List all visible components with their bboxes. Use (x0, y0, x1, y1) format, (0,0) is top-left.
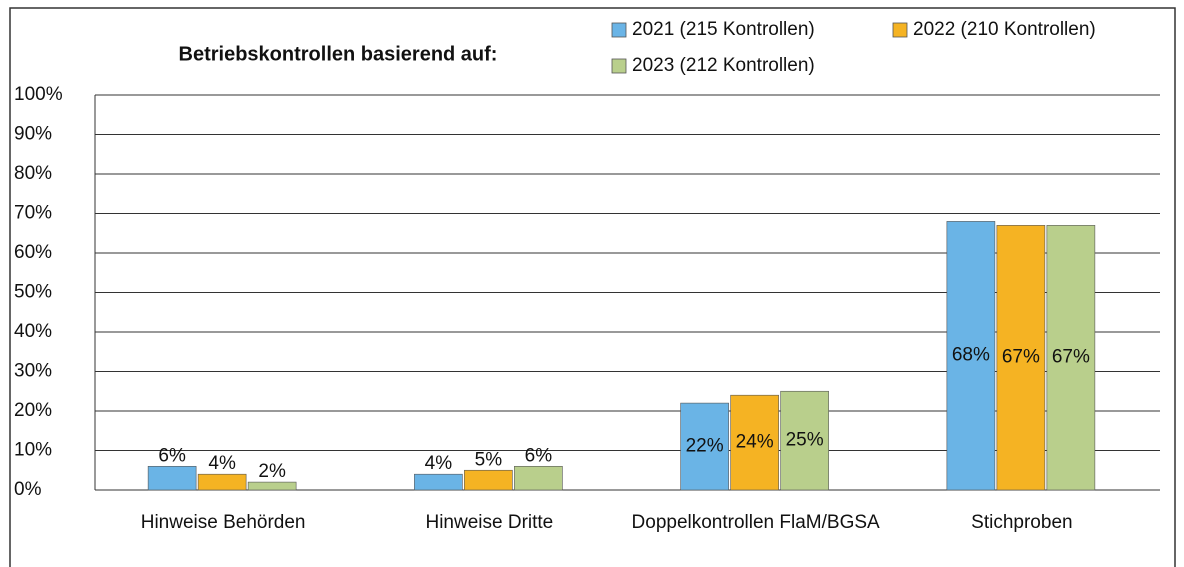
legend-label: 2022 (210 Kontrollen) (913, 19, 1096, 40)
data-label: 4% (425, 453, 453, 474)
data-label: 67% (1052, 347, 1090, 368)
y-tick-label: 20% (14, 400, 52, 421)
y-tick-label: 60% (14, 242, 52, 263)
y-tick-label: 70% (14, 203, 52, 224)
legend-swatch (611, 58, 627, 74)
y-tick-label: 40% (14, 321, 52, 342)
y-tick-label: 90% (14, 124, 52, 145)
legend-swatch (611, 22, 627, 38)
bar (197, 473, 247, 491)
bar (680, 402, 729, 491)
bar (730, 394, 779, 491)
y-tick-label: 100% (14, 84, 63, 105)
x-tick-label: Hinweise Behörden (141, 512, 306, 533)
legend-label: 2021 (215 Kontrollen) (632, 19, 815, 40)
data-label: 22% (686, 436, 724, 457)
data-label: 5% (475, 449, 503, 470)
data-label: 24% (736, 432, 774, 453)
data-label: 25% (786, 430, 824, 451)
chart-title: Betriebskontrollen basierend auf: (179, 43, 498, 65)
y-tick-label: 50% (14, 282, 52, 303)
y-tick-label: 0% (14, 479, 42, 500)
y-tick-label: 10% (14, 440, 52, 461)
bar (414, 473, 463, 491)
data-label: 68% (952, 345, 990, 366)
x-tick-label: Doppelkontrollen FlaM/BGSA (632, 512, 880, 533)
bar (514, 465, 563, 491)
bar (147, 465, 197, 491)
bar (780, 390, 829, 491)
data-label: 2% (258, 461, 286, 482)
data-label: 4% (208, 453, 236, 474)
chart-frame (9, 7, 1176, 567)
legend-swatch (892, 22, 908, 38)
bar (247, 481, 297, 491)
legend-label: 2023 (212 Kontrollen) (632, 55, 815, 76)
data-label: 6% (525, 445, 553, 466)
x-tick-label: Stichproben (971, 512, 1072, 533)
y-tick-label: 80% (14, 163, 52, 184)
y-tick-label: 30% (14, 361, 52, 382)
bar (464, 469, 513, 491)
bar (946, 221, 996, 491)
x-tick-label: Hinweise Dritte (425, 512, 553, 533)
bar (996, 225, 1046, 491)
data-label: 6% (158, 445, 186, 466)
bar (1046, 225, 1096, 491)
data-label: 67% (1002, 347, 1040, 368)
